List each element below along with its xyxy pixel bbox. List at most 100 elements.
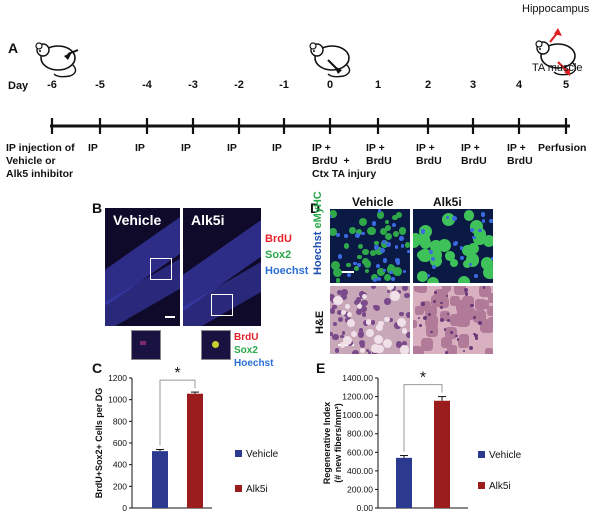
micrograph-alk5i-he — [413, 286, 493, 354]
bar-chart-c: 0 200 400 600 800 1000 1200 * Vehicle Alk5i BrdU+S… — [94, 365, 279, 513]
cell-spot — [393, 231, 399, 238]
cell-spot — [354, 300, 360, 306]
inset-vehicle — [131, 330, 161, 360]
cell-spot — [365, 319, 372, 325]
cell-spot — [401, 328, 407, 334]
cell-spot — [403, 269, 407, 274]
cell-spot — [349, 226, 356, 234]
cell-spot — [457, 275, 471, 283]
micrograph-alk5i-emyhc — [413, 209, 493, 283]
cell-spot — [353, 265, 359, 271]
cell-spot — [482, 286, 486, 289]
cell-spot — [474, 333, 478, 338]
cell-spot — [378, 320, 385, 327]
cell-spot — [417, 270, 429, 282]
cell-spot — [377, 268, 385, 277]
cell-spot — [384, 224, 391, 231]
cell-spot — [352, 261, 357, 266]
cell-spot — [392, 223, 397, 228]
mouse-icon — [309, 42, 351, 78]
cell-spot — [440, 318, 445, 323]
timeline-event: IP — [272, 142, 282, 154]
cell-spot — [445, 251, 455, 261]
cell-spot — [375, 345, 384, 354]
cell-spot — [430, 240, 442, 252]
cell-spot — [378, 209, 382, 213]
cell-spot — [413, 233, 421, 248]
cell-spot — [332, 304, 337, 309]
timeline-event: IP + BrdU — [507, 142, 533, 167]
cell-spot — [365, 328, 375, 337]
cell-spot — [385, 241, 391, 247]
timeline-axis: -6 -5 -4 -3 -2 -1 0 1 2 3 4 5 — [47, 79, 570, 134]
day-tick-label: -3 — [188, 79, 198, 91]
cell-spot — [341, 289, 349, 297]
cell-spot — [339, 334, 344, 339]
cell-spot — [462, 349, 466, 352]
y-axis-label: BrdU+Sox2+ Cells per DG — [94, 388, 104, 499]
cell-spot — [384, 316, 390, 322]
day-tick-label: -6 — [47, 79, 57, 91]
row-label-he: H&E — [314, 310, 326, 334]
cell-spot — [357, 262, 362, 267]
y-tick-label: 0.00 — [356, 503, 373, 513]
cell-spot — [463, 210, 475, 221]
y-tick-label: 1400.00 — [342, 373, 373, 383]
cell-spot — [330, 261, 340, 270]
cell-spot — [462, 260, 471, 269]
alk5i-image-label: Alk5i — [191, 212, 225, 228]
panel-d-alk5i-label: Alk5i — [433, 195, 462, 209]
day-tick-label: -2 — [234, 79, 244, 91]
cell-spot — [385, 220, 390, 225]
cell-spot — [350, 330, 358, 338]
cell-spot — [478, 229, 482, 233]
inset-stain-hoechst: Hoechst — [234, 358, 274, 369]
cell-spot — [451, 216, 457, 221]
cell-spot — [430, 295, 443, 307]
day-tick-label: 5 — [563, 79, 569, 91]
cell-spot — [402, 340, 408, 346]
y-tick-label: 1000.00 — [342, 410, 373, 420]
timeline-event: IP injection of Vehicle or Alk5 inhibito… — [6, 142, 75, 180]
cell-spot — [472, 332, 476, 336]
y-axis-label: Regenerative Index — [322, 402, 332, 485]
y-tick-label: 1200 — [108, 373, 127, 383]
cell-spot — [376, 211, 385, 220]
cell-spot — [407, 249, 410, 253]
scale-bar — [165, 316, 175, 318]
bar-chart-e: 0.00 200.00 400.00 600.00 800.00 1000.00 1200.… — [322, 370, 522, 513]
timeline-event: IP + BrdU — [416, 142, 442, 167]
cell-spot — [370, 286, 377, 290]
inset-stain-brdu: BrdU — [234, 332, 259, 343]
cell-spot — [468, 243, 480, 255]
cell-spot — [364, 268, 369, 273]
cell-spot — [468, 263, 472, 267]
cell-spot — [458, 337, 470, 349]
cell-spot — [441, 337, 453, 349]
cell-spot — [406, 312, 410, 318]
cell-spot — [453, 286, 467, 295]
cell-spot — [477, 320, 482, 325]
cell-spot — [344, 234, 348, 238]
cell-spot — [367, 351, 372, 354]
legend-swatch — [478, 482, 485, 489]
cell-spot — [332, 321, 337, 326]
cell-spot — [400, 244, 405, 248]
cell-spot — [445, 295, 448, 298]
cell-spot — [430, 330, 433, 334]
cell-spot — [470, 227, 475, 232]
panel-label-a: A — [8, 40, 19, 56]
cell-spot — [380, 227, 388, 235]
micrograph-vehicle-emyhc — [330, 209, 410, 283]
cell-spot — [370, 249, 377, 257]
cell-spot — [441, 286, 451, 293]
stain-label-brdu: BrdU — [265, 233, 292, 245]
stain-label-hoechst: Hoechst — [265, 265, 309, 277]
bar — [396, 457, 412, 508]
cell-spot — [456, 299, 468, 312]
cell-spot — [462, 245, 474, 257]
cell-spot — [347, 272, 352, 277]
cell-spot — [480, 212, 486, 217]
bar — [187, 393, 203, 508]
legend-label: Vehicle — [489, 450, 522, 461]
